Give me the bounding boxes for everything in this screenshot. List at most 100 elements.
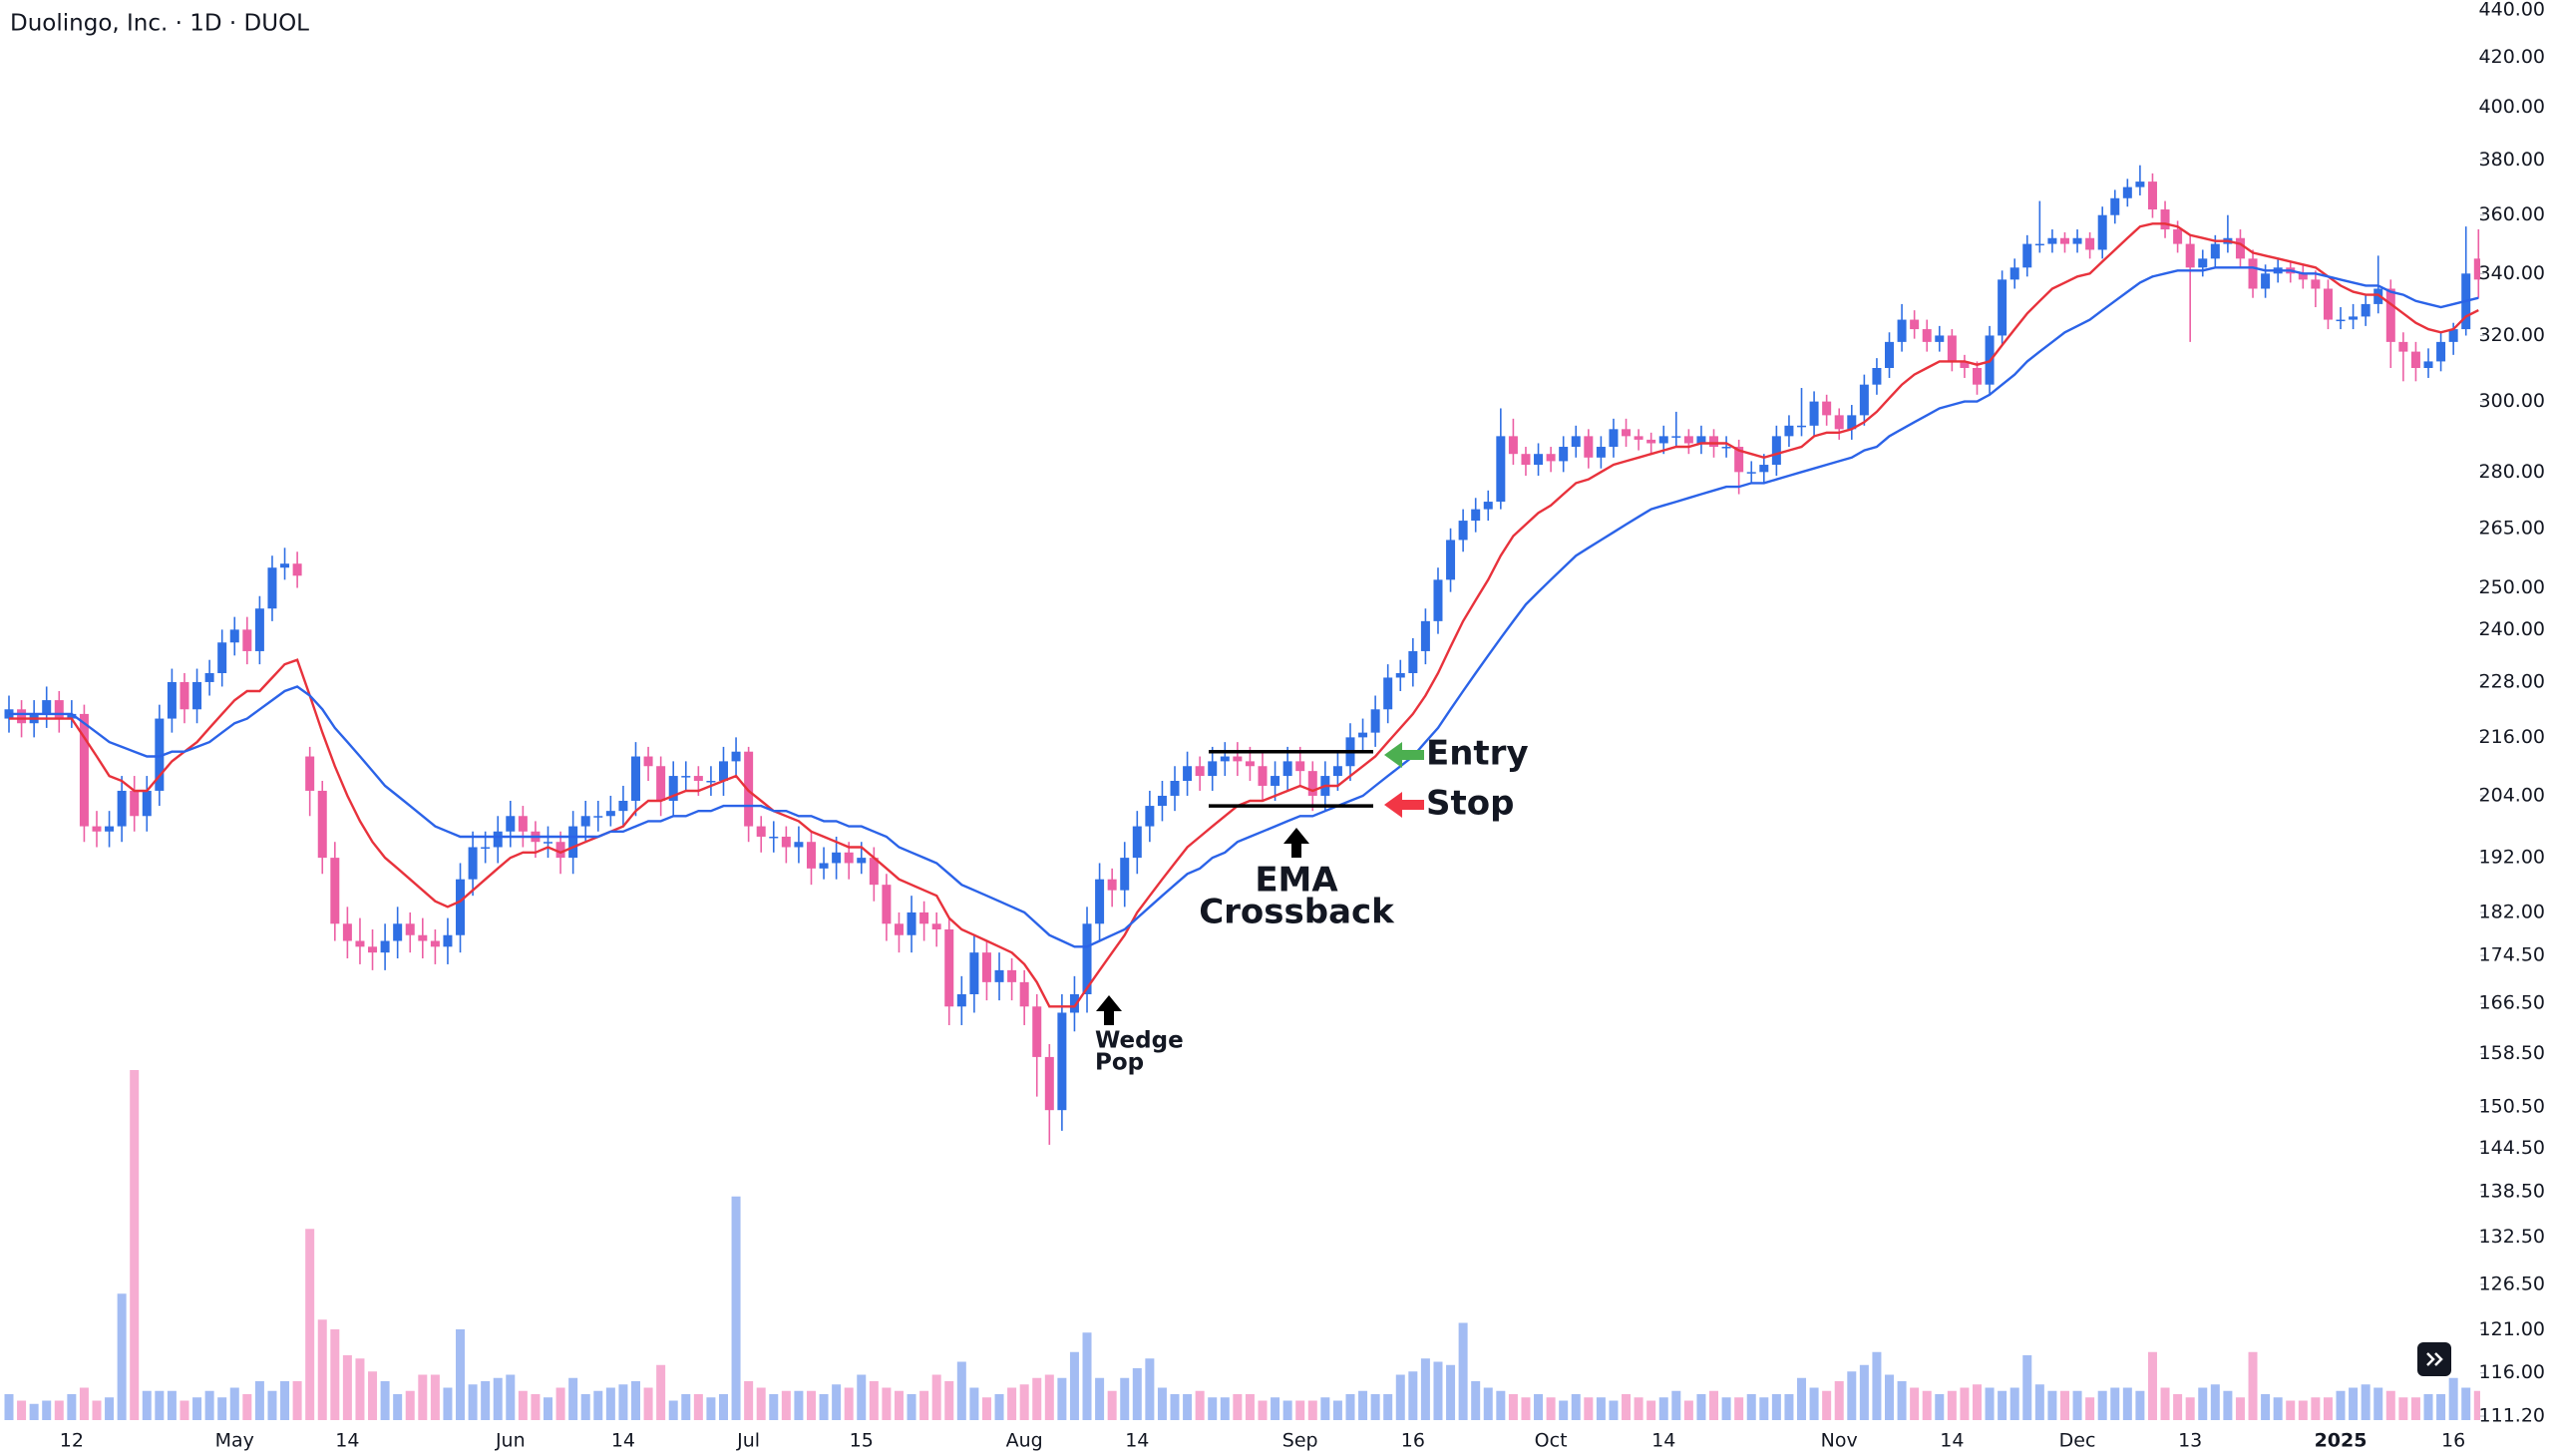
candle-body [1069, 993, 1079, 1013]
candle-body [1746, 472, 1756, 474]
candle-body [405, 923, 415, 935]
candle-body [1408, 650, 1418, 673]
volume-bar [1658, 1397, 1668, 1420]
volume-bar [418, 1374, 428, 1420]
volume-bar [2135, 1390, 2145, 1420]
y-tick-label: 320.00 [2479, 324, 2545, 346]
volume-bar [1947, 1390, 1957, 1420]
volume-bar [204, 1390, 214, 1420]
candle-body [1370, 709, 1380, 733]
candle-body [67, 713, 77, 719]
volume-bar [1307, 1400, 1317, 1420]
volume-bar [2160, 1387, 2170, 1420]
volume-bar [731, 1196, 741, 1420]
volume-bar [292, 1381, 302, 1420]
volume-bar [2336, 1390, 2346, 1420]
candle-body [242, 629, 252, 651]
candle-body [1145, 806, 1155, 827]
candle-body [1496, 436, 1506, 503]
volume-bar [956, 1361, 966, 1420]
candle-body [254, 608, 264, 651]
volume-bar [1157, 1387, 1167, 1420]
volume-bar [242, 1394, 252, 1420]
candle-body [1947, 335, 1957, 362]
candle-body [1797, 425, 1807, 428]
volume-bar [430, 1374, 440, 1420]
candle-body [832, 852, 842, 864]
volume-bar [618, 1384, 628, 1420]
volume-bar [1910, 1387, 1920, 1420]
candle-body [468, 847, 478, 880]
volume-bar [1107, 1390, 1117, 1420]
candle-body [1935, 335, 1945, 342]
candle-body [1332, 766, 1342, 777]
wedge-pop-arrow [1096, 995, 1122, 1025]
candle-body [2009, 267, 2019, 280]
x-tick-label: 12 [60, 1430, 84, 1452]
candle-body [2349, 316, 2359, 320]
volume-bar [1120, 1377, 1130, 1420]
volume-bar [305, 1229, 315, 1420]
candle-body [1245, 761, 1255, 767]
y-tick-label: 380.00 [2479, 149, 2545, 171]
candle-body [1910, 319, 1920, 330]
volume-bar [1332, 1400, 1342, 1420]
y-tick-label: 150.50 [2479, 1095, 2545, 1117]
y-tick-label: 138.50 [2479, 1180, 2545, 1202]
candle-body [1634, 436, 1643, 440]
volume-bar [1922, 1390, 1932, 1420]
volume-bar [1483, 1387, 1493, 1420]
volume-bar [1683, 1400, 1693, 1420]
candle-body [1195, 766, 1205, 777]
candle-body [1208, 761, 1218, 777]
candle-body [1471, 509, 1481, 522]
volume-bar [1420, 1358, 1430, 1420]
volume-bar [229, 1387, 239, 1420]
volume-bar [931, 1374, 941, 1420]
volume-bar [1696, 1394, 1706, 1420]
volume-bar [2473, 1390, 2483, 1420]
candle-body [1258, 766, 1268, 786]
volume-bar [1082, 1332, 1092, 1420]
volume-bar [1370, 1394, 1380, 1420]
volume-bar [443, 1387, 453, 1420]
candle-body [1696, 436, 1706, 444]
volume-bar [944, 1381, 954, 1420]
volume-bar [506, 1374, 516, 1420]
x-tick-label: Dec [2059, 1430, 2096, 1452]
candle-body [443, 934, 453, 947]
candle-body [794, 842, 804, 848]
volume-bar [593, 1390, 603, 1420]
x-tick-label: Jul [736, 1430, 760, 1452]
volume-bar [2110, 1387, 2120, 1420]
candle-body [544, 842, 553, 844]
volume-bar [781, 1390, 791, 1420]
entry-arrow [1384, 742, 1424, 768]
candle-body [1057, 1012, 1067, 1111]
volume-bar [2373, 1387, 2383, 1420]
volume-bar [1634, 1397, 1643, 1420]
candle-body [229, 629, 239, 643]
candle-body [317, 790, 327, 859]
volume-bar [656, 1364, 666, 1420]
candle-body [2423, 361, 2433, 369]
volume-bar [1208, 1397, 1218, 1420]
candle-body [142, 790, 152, 817]
candle-body [2261, 273, 2271, 289]
candle-body [1458, 521, 1468, 541]
candle-body [2160, 209, 2170, 230]
candle-body [1120, 858, 1130, 891]
volume-bar [1546, 1397, 1556, 1420]
candle-body [1822, 401, 1832, 416]
volume-bar [54, 1400, 64, 1420]
candle-body [2361, 303, 2371, 317]
candle-body [2085, 237, 2095, 250]
candle-body [1559, 447, 1569, 462]
volume-bar [869, 1381, 879, 1420]
candle-body [2022, 243, 2032, 268]
volume-bar [2410, 1397, 2420, 1420]
candle-body [393, 923, 403, 941]
scroll-button[interactable] [2417, 1342, 2451, 1376]
volume-bar [1032, 1377, 1042, 1420]
candle-body [1019, 981, 1029, 1007]
